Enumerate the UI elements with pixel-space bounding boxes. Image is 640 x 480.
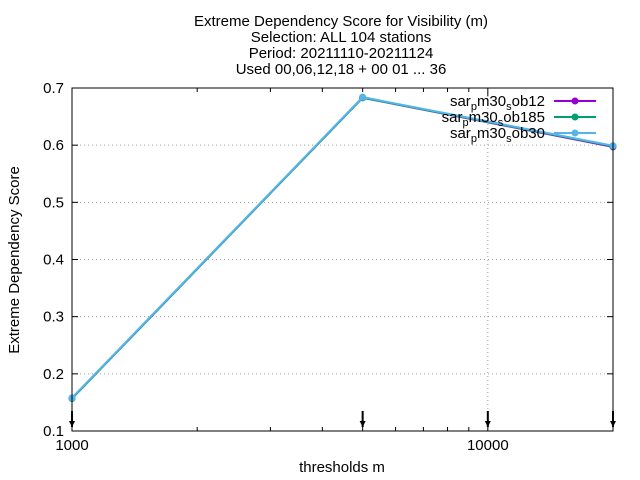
title-line-3: Period: 20211110-20211124 [249,45,434,62]
threshold-markers [69,411,616,427]
title-line-1: Extreme Dependency Score for Visibility … [194,13,488,30]
legend-label: sarpm30sob185 [442,109,545,129]
series-line [71,96,614,400]
plot-frame [71,87,614,432]
chart-title: Extreme Dependency Score for Visibility … [194,13,488,78]
x-axis: 1000 10000 [55,88,614,454]
y-tick-label: 0.6 [43,137,64,154]
x-tick-label: 10000 [467,437,509,454]
y-tick-label: 0.3 [43,309,64,326]
y-tick-label: 0.4 [43,252,64,269]
legend-marker [571,113,579,121]
title-line-2: Selection: ALL 104 stations [251,29,431,46]
y-tick-label: 0.2 [43,366,64,383]
data-point [359,93,367,101]
y-tick-label: 0.1 [43,423,64,440]
legend-label: sarpm30sob30 [450,125,545,145]
x-tick-label: 1000 [55,437,88,454]
legend-item: sarpm30sob30 [450,125,596,145]
legend-marker [571,129,579,137]
series-layer [68,93,617,402]
series-line [71,96,614,400]
y-tick-label: 0.5 [43,194,64,211]
threshold-marker [484,411,491,427]
legend-marker [571,97,579,105]
series-line [71,96,614,399]
legend-label: sarpm30sob12 [450,93,545,113]
y-tick-label: 0.7 [43,80,64,97]
legend-item: sarpm30sob185 [442,109,596,129]
title-line-4: Used 00,06,12,18 + 00 01 ... 36 [236,61,447,78]
threshold-marker [359,411,366,427]
legend-item: sarpm30sob12 [450,93,596,113]
x-axis-label: thresholds m [299,459,385,476]
y-axis-label: Extreme Dependency Score [6,166,23,354]
